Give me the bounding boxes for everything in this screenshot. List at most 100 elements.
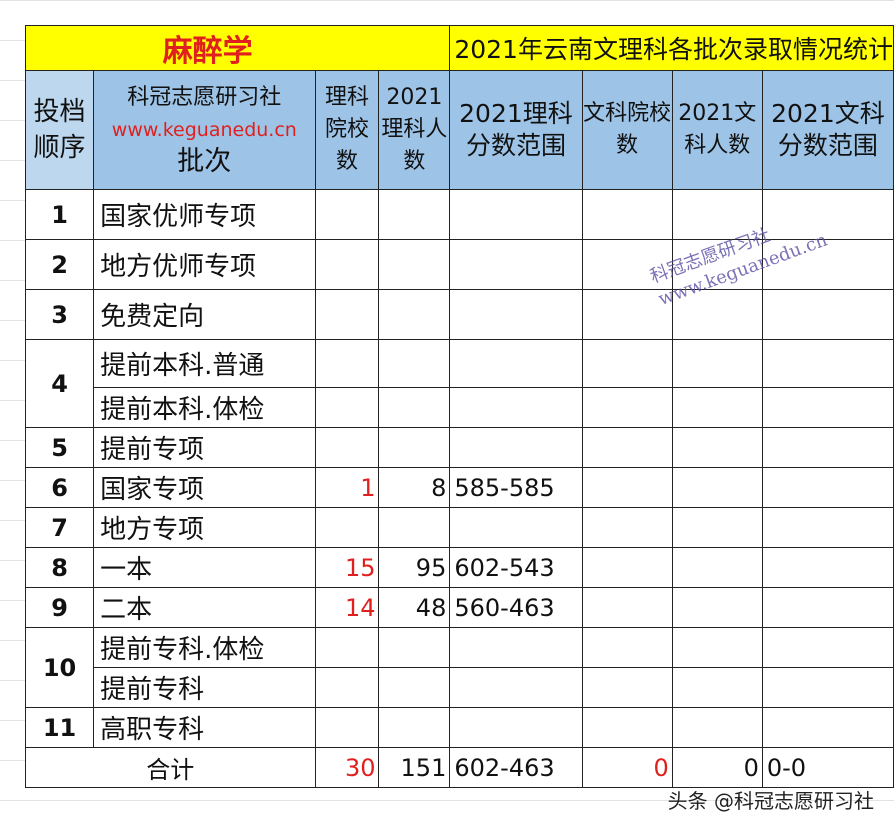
order-cell: 6 <box>24 467 95 508</box>
batch-cell: 提前专科 <box>93 667 316 708</box>
arts-range-cell <box>761 587 894 628</box>
arts-count-cell <box>671 239 763 290</box>
order-cell: 5 <box>24 427 95 468</box>
arts-range-cell <box>761 189 894 240</box>
order-cell: 8 <box>24 547 95 588</box>
table-row: 10 提前专科.体检 <box>24 627 894 708</box>
total-sci-range: 602-463 <box>449 747 583 788</box>
sci-count-cell <box>378 627 451 668</box>
table-row: 2 地方优师专项 <box>24 239 894 290</box>
batch-cell: 提前本科.普通 <box>93 339 316 388</box>
arts-schools-cell <box>581 189 673 240</box>
arts-range-cell <box>761 467 894 508</box>
arts-schools-cell <box>581 547 673 588</box>
arts-schools-cell <box>581 289 673 340</box>
arts-count-cell <box>671 507 763 548</box>
arts-range-cell <box>761 627 894 668</box>
arts-count-cell <box>671 387 763 428</box>
order-cell: 10 <box>24 627 95 708</box>
sci-range-cell <box>449 627 583 668</box>
arts-range-cell <box>761 427 894 468</box>
arts-schools-cell <box>581 627 673 668</box>
batch-cell: 高职专科 <box>93 707 316 748</box>
total-sci-count: 151 <box>378 747 451 788</box>
batch-cell: 一本 <box>93 547 316 588</box>
sci-range-cell <box>449 239 583 290</box>
arts-schools-cell <box>581 427 673 468</box>
sci-count-cell <box>378 707 451 748</box>
arts-range-cell <box>761 387 894 428</box>
arts-range-cell <box>761 239 894 290</box>
sci-count-cell <box>378 427 451 468</box>
sci-range-cell <box>449 707 583 748</box>
header-order: 投档顺序 <box>24 70 95 190</box>
total-arts-count: 0 <box>671 747 763 788</box>
arts-schools-cell <box>581 667 673 708</box>
arts-schools-cell <box>581 507 673 548</box>
arts-schools-cell <box>581 387 673 428</box>
sci-range-cell <box>449 507 583 548</box>
footer-credit: 头条 @科冠志愿研习社 <box>667 789 874 813</box>
total-sci-schools: 30 <box>314 747 380 788</box>
arts-count-cell <box>671 339 763 388</box>
arts-schools-cell <box>581 587 673 628</box>
arts-range-cell <box>761 547 894 588</box>
header-row: 投档顺序 科冠志愿研习社 www.keguanedu.cn 批次 理科院校数 2… <box>24 70 894 190</box>
order-cell: 11 <box>24 707 95 748</box>
sci-range-cell <box>449 339 583 388</box>
table-heading: 2021年云南文理科各批次录取情况统计 <box>454 35 893 64</box>
sci-count-cell: 8 <box>378 467 451 508</box>
arts-count-cell <box>671 189 763 240</box>
sci-range-cell: 560-463 <box>449 587 583 628</box>
order-cell: 1 <box>24 189 95 240</box>
arts-range-cell <box>761 339 894 388</box>
table-row: 提前本科.体检 <box>26 387 894 428</box>
arts-count-cell <box>671 467 763 508</box>
sci-count-cell: 95 <box>378 547 451 588</box>
subject-title: 麻醉学 <box>162 34 253 69</box>
sci-range-cell <box>449 667 583 708</box>
url: www.keguanedu.cn <box>111 119 297 141</box>
total-arts-schools: 0 <box>581 747 673 788</box>
sci-schools-cell: 14 <box>314 587 380 628</box>
arts-range-cell <box>761 507 894 548</box>
header-col: 文科院校数 <box>581 70 673 190</box>
batch-cell: 免费定向 <box>93 289 316 340</box>
table-row: 4 提前本科.普通 <box>24 339 894 428</box>
total-row: 合计 30 151 602-463 0 0 0-0 <box>25 747 894 788</box>
sci-range-cell <box>449 289 583 340</box>
sci-count-cell <box>378 387 451 428</box>
order-cell: 2 <box>24 239 95 290</box>
header-col: 2021文科人数 <box>671 70 763 190</box>
arts-count-cell <box>671 627 763 668</box>
batch-cell: 国家专项 <box>93 467 316 508</box>
sci-schools-cell <box>314 427 380 468</box>
arts-range-cell <box>761 289 894 340</box>
sci-schools-cell <box>314 627 380 668</box>
sci-range-cell: 585-585 <box>449 467 583 508</box>
sci-count-cell <box>378 239 451 290</box>
arts-schools-cell <box>581 467 673 508</box>
sci-schools-cell <box>314 667 380 708</box>
arts-range-cell <box>761 707 894 748</box>
arts-range-cell <box>761 667 894 708</box>
batch-cell: 地方优师专项 <box>93 239 316 290</box>
table-row: 9 二本 14 48 560-463 <box>24 587 894 628</box>
arts-schools-cell <box>581 707 673 748</box>
header-batch: 科冠志愿研习社 www.keguanedu.cn 批次 <box>93 70 316 190</box>
sci-count-cell: 48 <box>378 587 451 628</box>
batch-cell: 国家优师专项 <box>93 189 316 240</box>
admission-table: 麻醉学 2021年云南文理科各批次录取情况统计 投档顺序 科冠志愿研习社 www… <box>24 25 894 788</box>
table-row: 8 一本 15 95 602-543 <box>24 547 894 588</box>
sci-count-cell <box>378 667 451 708</box>
sci-count-cell <box>378 289 451 340</box>
batch-cell: 二本 <box>93 587 316 628</box>
table-row: 6 国家专项 1 8 585-585 <box>24 467 894 508</box>
table-row: 7 地方专项 <box>24 507 894 548</box>
sci-schools-cell <box>314 239 380 290</box>
title-row: 麻醉学 2021年云南文理科各批次录取情况统计 <box>24 25 894 71</box>
arts-count-cell <box>671 547 763 588</box>
sci-schools-cell: 1 <box>314 467 380 508</box>
total-arts-range: 0-0 <box>761 747 894 788</box>
batch-label: 批次 <box>177 146 232 177</box>
